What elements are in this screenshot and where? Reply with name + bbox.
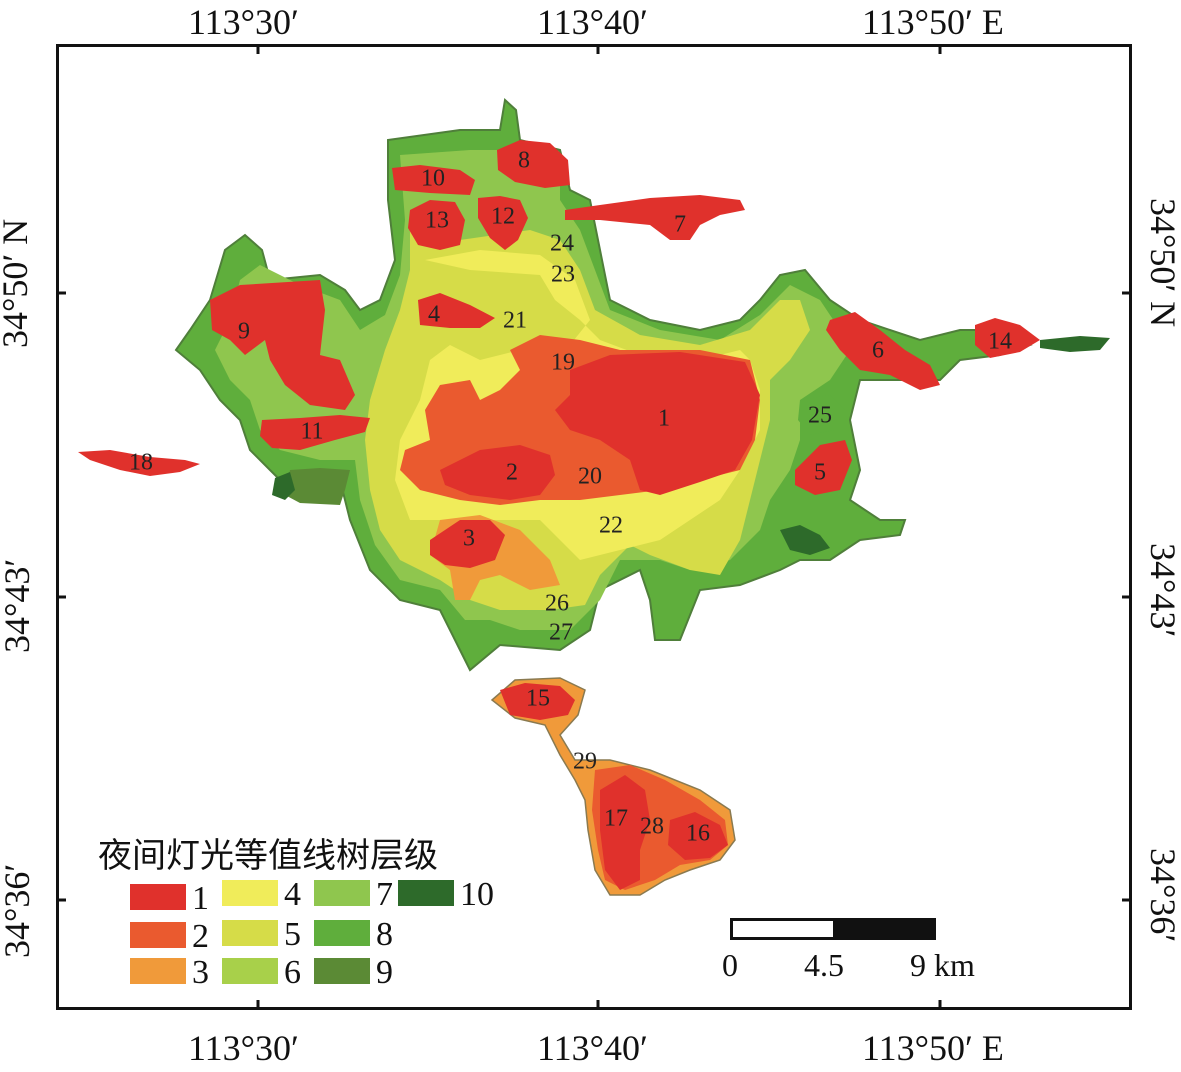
region-label-26: 26	[545, 591, 569, 617]
region-label-13: 13	[425, 208, 449, 234]
legend-label-8: 8	[376, 916, 393, 953]
region-label-18: 18	[129, 450, 153, 476]
zone-level-1-region-3	[430, 520, 505, 568]
region-label-15: 15	[526, 686, 550, 712]
region-label-23: 23	[551, 262, 575, 288]
zone-level-1-region-2	[440, 445, 555, 500]
region-label-19: 19	[551, 350, 575, 376]
zone-level-8-patch-25	[798, 395, 845, 435]
zone-level-1-region-5	[795, 440, 852, 495]
region-label-28: 28	[640, 814, 664, 840]
zone-south-level-1-17	[600, 775, 650, 890]
zone-level-1-region-11	[260, 415, 370, 450]
zone-level-9	[285, 468, 350, 505]
scale-bar-fill	[833, 921, 936, 937]
legend-swatch-9	[314, 958, 370, 984]
legend-swatch-5	[222, 920, 278, 946]
zone-level-10-west	[272, 472, 295, 500]
legend-swatch-8	[314, 920, 370, 946]
legend-label-6: 6	[284, 954, 301, 991]
region-label-1: 1	[658, 406, 670, 432]
legend-label-10: 10	[460, 876, 494, 913]
region-label-9: 9	[238, 319, 250, 345]
legend-swatch-1	[130, 884, 186, 910]
lon-label-bottom-1: 113°30′	[188, 1028, 299, 1068]
region-label-4: 4	[428, 302, 440, 328]
region-label-10: 10	[421, 166, 445, 192]
zone-level-1-region-9	[210, 280, 355, 410]
legend-label-4: 4	[284, 876, 301, 913]
legend-label-7: 7	[376, 876, 393, 913]
region-label-20: 20	[578, 464, 602, 490]
region-label-16: 16	[686, 821, 710, 847]
legend-swatch-4	[222, 880, 278, 906]
legend-swatch-2	[130, 922, 186, 948]
zone-level-1-region-18	[78, 450, 200, 476]
legend-label-1: 1	[192, 880, 209, 917]
zone-level-1-region-4	[418, 293, 495, 328]
zone-south-level-1-16	[668, 812, 728, 860]
region-label-21: 21	[503, 308, 527, 334]
legend-label-5: 5	[284, 916, 301, 953]
zone-level-10-tail-14	[1040, 336, 1110, 352]
region-label-27: 27	[549, 620, 573, 646]
scale-label-end: 9 km	[910, 947, 975, 983]
region-label-14: 14	[988, 329, 1012, 355]
region-label-6: 6	[872, 338, 884, 364]
region-label-2: 2	[506, 460, 518, 486]
region-label-11: 11	[300, 419, 323, 445]
zone-south-level-1-15	[500, 683, 575, 720]
region-label-22: 22	[599, 513, 623, 539]
region-label-25: 25	[808, 403, 832, 429]
region-label-29: 29	[573, 749, 597, 775]
region-label-24: 24	[550, 231, 574, 257]
zone-level-1-main	[555, 352, 760, 495]
lon-label-top-3: 113°50′ E	[862, 2, 1004, 42]
region-label-8: 8	[518, 148, 530, 174]
scale-label-0: 0	[722, 947, 738, 983]
zone-level-1-region-6	[826, 312, 940, 390]
region-label-12: 12	[491, 204, 515, 230]
legend-swatch-6	[222, 958, 278, 984]
region-label-3: 3	[463, 526, 475, 552]
zone-level-10-east	[780, 525, 830, 555]
legend-swatch-7	[314, 880, 370, 906]
zone-level-1-region-13	[408, 200, 465, 250]
lon-label-top-1: 113°30′	[188, 2, 299, 42]
graticule-ticks	[56, 44, 1132, 1010]
region-label-17: 17	[604, 806, 628, 832]
lon-label-top-2: 113°40′	[537, 2, 648, 42]
zone-level-1-region-14	[975, 318, 1040, 358]
zone-level-1-region-8	[497, 140, 570, 188]
legend-title: 夜间灯光等值线树层级	[98, 836, 438, 876]
legend-label-9: 9	[376, 954, 393, 991]
lon-label-bottom-2: 113°40′	[537, 1028, 648, 1068]
region-label-5: 5	[814, 460, 826, 486]
legend-label-2: 2	[192, 918, 209, 955]
scale-bar-frame	[730, 918, 936, 940]
region-label-7: 7	[674, 212, 686, 238]
zone-level-1-region-10	[392, 165, 475, 195]
lon-label-bottom-3: 113°50′ E	[862, 1028, 1004, 1068]
zone-level-1-region-12	[478, 196, 528, 250]
legend-label-3: 3	[192, 954, 209, 991]
legend-swatch-3	[130, 958, 186, 984]
map-frame	[56, 44, 1132, 1010]
zone-level-1-region-7	[565, 195, 745, 240]
legend-swatch-10	[398, 880, 454, 906]
scale-label-mid: 4.5	[804, 947, 844, 983]
